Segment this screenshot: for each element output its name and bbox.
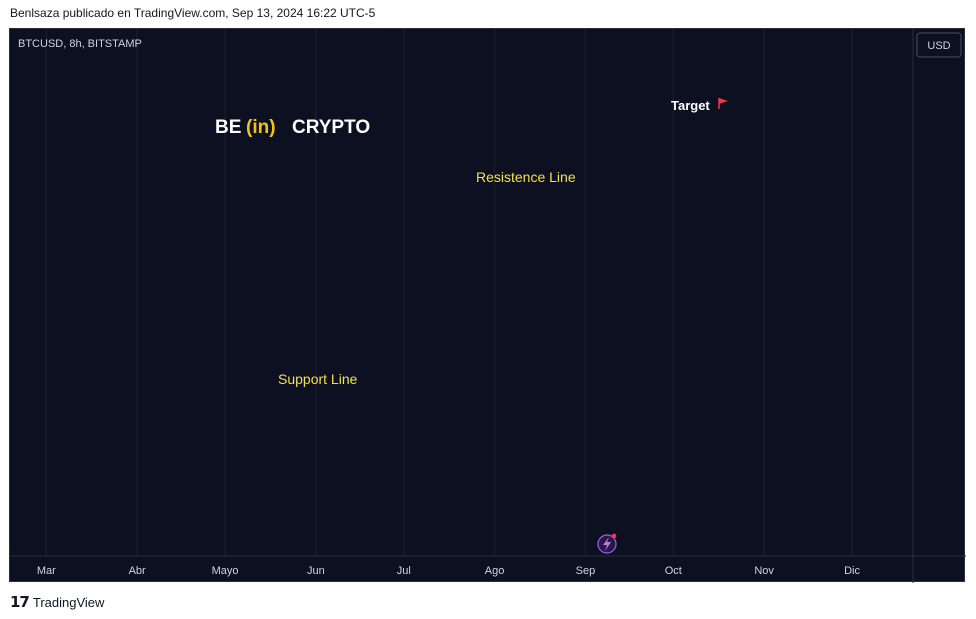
watermark-be: BE	[215, 117, 241, 138]
watermark-in: (in)	[246, 117, 276, 138]
x-tick-label: Sep	[576, 565, 596, 577]
x-tick-label: Ago	[485, 565, 505, 577]
footer-brand: TradingView	[32, 594, 105, 610]
x-tick-label: Abr	[129, 565, 146, 577]
resistance-annotation: Resistence Line	[476, 169, 576, 185]
axes: MarAbrMayoJunJulAgoSepOctNovDic88.00080.…	[10, 29, 966, 583]
x-tick-label: Oct	[665, 565, 682, 577]
x-tick-label: Jul	[397, 565, 411, 577]
text-layer: BTCUSD, 8h, BITSTAMP BE (in) CRYPTO Targ…	[18, 38, 710, 387]
watermark-crypto: CRYPTO	[292, 117, 370, 138]
x-tick-label: Mayo	[212, 565, 239, 577]
chart-marks	[597, 98, 728, 554]
currency-button[interactable]: USD	[916, 32, 962, 58]
grid	[45, 29, 853, 556]
lightning-icon	[603, 537, 611, 551]
tradingview-logo-icon: 17	[10, 593, 30, 611]
symbol-label: BTCUSD, 8h, BITSTAMP	[18, 38, 142, 50]
x-tick-label: Mar	[37, 565, 56, 577]
event-dot	[611, 533, 617, 539]
flag-icon	[719, 98, 728, 104]
currency-label[interactable]: USD	[927, 40, 950, 52]
target-annotation: Target	[671, 98, 710, 113]
x-tick-label: Jun	[307, 565, 325, 577]
publish-header: Benlsaza publicado en TradingView.com, S…	[10, 6, 376, 20]
footer: 17 TradingView	[10, 592, 104, 612]
support-annotation: Support Line	[278, 371, 358, 387]
chart-frame[interactable]: BTCUSD, 8h, BITSTAMP BE (in) CRYPTO Targ…	[9, 28, 966, 583]
x-tick-label: Nov	[754, 565, 774, 577]
x-tick-label: Dic	[844, 565, 860, 577]
price-chart[interactable]: BTCUSD, 8h, BITSTAMP BE (in) CRYPTO Targ…	[10, 29, 966, 583]
